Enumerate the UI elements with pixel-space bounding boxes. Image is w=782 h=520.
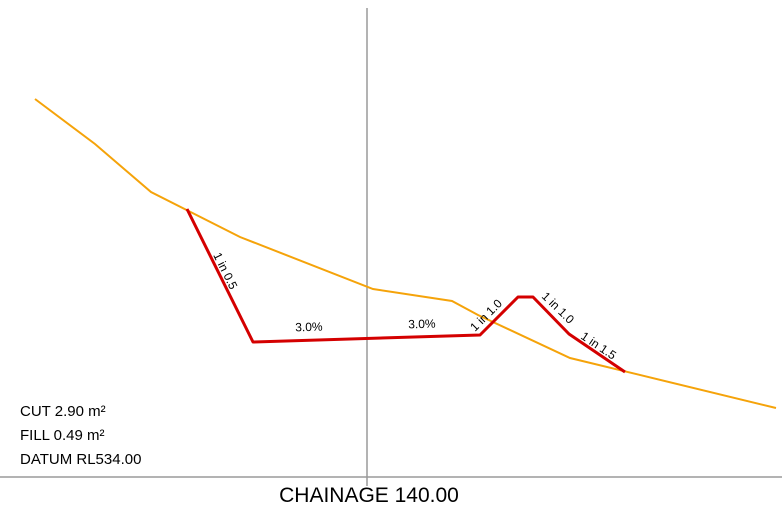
right-crossfall-label: 3.0%	[408, 317, 436, 332]
left-crossfall-label: 3.0%	[295, 320, 323, 335]
design-profile-line	[185, 208, 626, 374]
datum-text: DATUM RL534.00	[20, 451, 142, 468]
fill-area-text: FILL 0.49 m²	[20, 427, 105, 444]
cut-area-text: CUT 2.90 m²	[20, 403, 106, 420]
cut-batter-slope-label: 1 in 0.5	[210, 250, 240, 292]
chainage-label: CHAINAGE 140.00	[279, 484, 459, 507]
existing-ground-line	[34, 98, 777, 409]
